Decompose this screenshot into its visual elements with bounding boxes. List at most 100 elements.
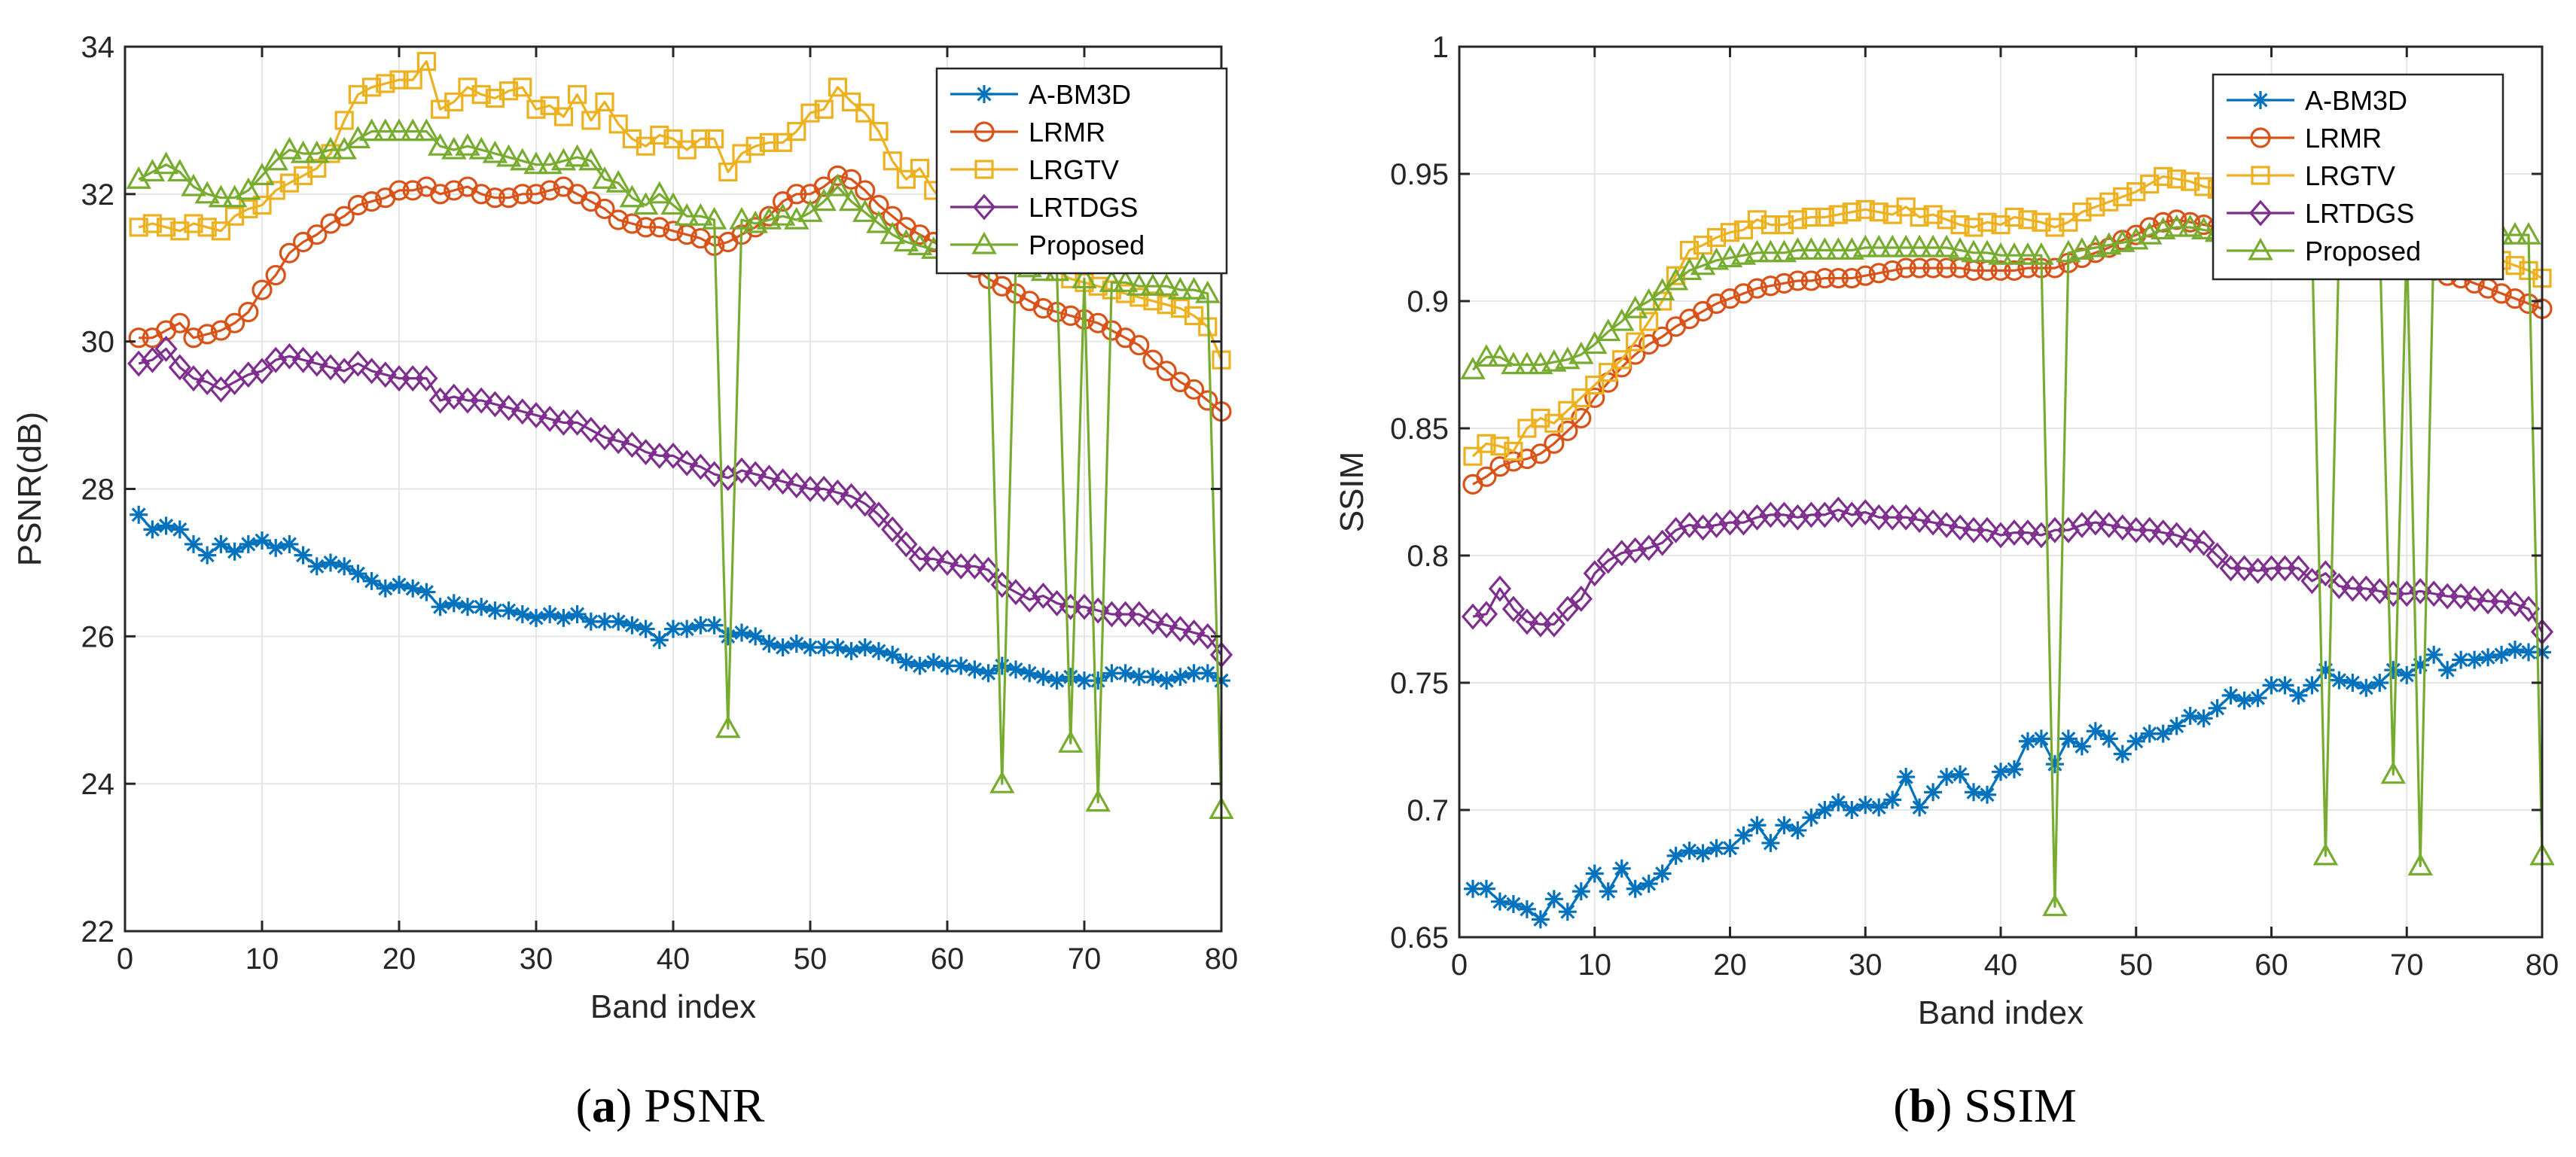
data-point (1855, 199, 1875, 219)
data-point (346, 350, 370, 377)
data-point (1922, 509, 1945, 536)
data-point (1517, 900, 1536, 918)
data-point (1842, 202, 1861, 222)
data-point (2178, 527, 2202, 554)
data-point (239, 199, 258, 219)
data-point (1910, 798, 1929, 817)
data-point (1815, 801, 1834, 819)
data-point (1745, 504, 1769, 531)
data-point (1812, 237, 1838, 260)
data-point (143, 520, 162, 539)
legend-marker (974, 121, 995, 142)
data-point (169, 312, 191, 333)
data-point (1896, 197, 1916, 217)
data-point (2208, 699, 2227, 717)
data-point (2113, 744, 2132, 763)
data-point (1815, 207, 1834, 227)
data-point (1652, 326, 1673, 347)
data-point (1746, 278, 1768, 299)
x-tick-label: 60 (2254, 948, 2288, 982)
data-point (2084, 509, 2107, 536)
data-point (1761, 215, 1781, 235)
data-point (2113, 187, 2132, 207)
data-point (660, 192, 686, 215)
data-point (471, 184, 492, 205)
data-point (2138, 516, 2161, 543)
data-point (1664, 516, 1687, 543)
data-point (1951, 765, 1970, 784)
legend-marker (971, 231, 997, 254)
data-point (252, 195, 272, 215)
data-point (495, 144, 522, 167)
data-point (2233, 555, 2256, 582)
data-point (1476, 466, 1497, 487)
data-point (306, 224, 328, 245)
data-point (649, 217, 670, 238)
data-point (267, 538, 285, 557)
data-point (2099, 192, 2119, 212)
data-point (2059, 729, 2078, 748)
data-point (1852, 234, 1878, 257)
data-point (1572, 388, 1591, 408)
data-point (1920, 234, 1946, 257)
data-point (415, 365, 438, 392)
data-point (1126, 273, 1152, 296)
data-point (211, 221, 230, 241)
data-point (1883, 790, 1902, 809)
data-point (1461, 603, 1485, 630)
data-point (1788, 210, 1807, 230)
data-point (141, 346, 164, 373)
data-point (2004, 207, 2024, 227)
data-point (1182, 619, 1206, 646)
data-point (2248, 689, 2267, 708)
data-point (1487, 344, 1513, 367)
legend-label: LRMR (1029, 117, 1105, 148)
data-point (2465, 650, 2484, 669)
data-point (963, 553, 986, 580)
data-point (2099, 729, 2118, 748)
data-point (2045, 755, 2064, 774)
data-point (2059, 212, 2078, 232)
data-point (828, 78, 848, 97)
data-point (1893, 234, 1919, 257)
data-point (729, 206, 755, 230)
data-point (1761, 833, 1780, 852)
data-point (1990, 260, 2011, 282)
data-point (181, 173, 206, 196)
legend-marker (2251, 91, 2270, 109)
data-point (842, 641, 861, 660)
data-point (2503, 590, 2527, 617)
legend-label: LRGTV (1029, 154, 1119, 185)
data-point (250, 358, 274, 385)
data-point (2001, 242, 2027, 265)
data-point (965, 660, 984, 679)
data-point (2194, 709, 2213, 728)
data-point (2004, 760, 2023, 778)
data-point (2015, 242, 2041, 265)
series-lrtdgs (127, 336, 1233, 668)
data-point (2153, 212, 2174, 233)
data-point (1840, 501, 1864, 528)
data-point (2072, 737, 2091, 756)
data-point (318, 136, 343, 160)
data-point (538, 406, 562, 432)
data-point (1032, 583, 1055, 609)
y-tick-label: 32 (81, 178, 115, 212)
data-point (2492, 645, 2511, 664)
data-point (2069, 237, 2095, 260)
x-tick-label: 0 (117, 942, 133, 976)
data-point (2505, 256, 2525, 276)
data-point (2111, 514, 2134, 541)
data-point (386, 118, 412, 142)
data-point (1474, 601, 1498, 628)
data-point (1733, 220, 1754, 239)
data-point (404, 579, 422, 598)
data-point (264, 346, 288, 373)
data-point (840, 483, 863, 510)
data-point (184, 534, 203, 553)
data-point (157, 218, 176, 237)
legend-label: A-BM3D (2305, 85, 2407, 116)
data-point (1612, 350, 1632, 370)
data-point (1680, 842, 1699, 860)
data-point (2357, 678, 2376, 697)
